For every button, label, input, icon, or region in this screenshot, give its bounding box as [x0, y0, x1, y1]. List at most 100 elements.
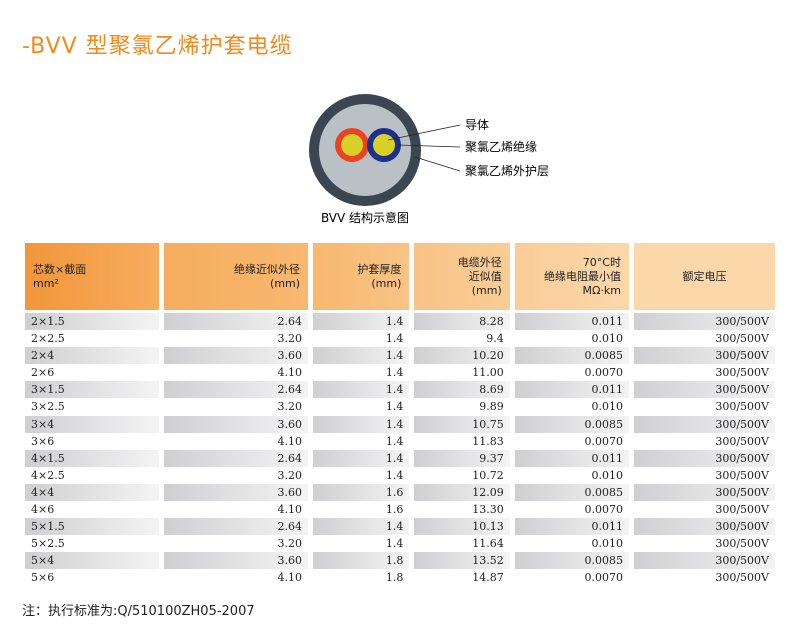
table-cell: 300/500V	[715, 468, 769, 482]
table-row: 3×1.5 2.64 1.4 8.69 0.011 300/500V	[25, 381, 775, 399]
header-text: MΩ·km	[582, 283, 621, 297]
table-cell: 0.0070	[584, 434, 623, 448]
table-cell: 0.011	[514, 313, 629, 331]
conductor	[341, 134, 363, 156]
table-cell: 11.83	[472, 434, 504, 448]
table-cell: 9.37	[414, 449, 510, 467]
table-cell: 0.010	[591, 468, 623, 482]
note: 注：执行标准为:Q/510100ZH05-2007	[22, 604, 255, 619]
table-cell: 1.4	[313, 313, 410, 331]
table-cell: 8.69	[414, 381, 510, 399]
table-row: 4×6 4.10 1.6 13.30 0.0070 300/500V	[25, 501, 775, 518]
table-cell: 3.20	[277, 468, 303, 482]
header-text: 绝缘电阻最小值	[544, 269, 621, 283]
table-cell: 10.72	[472, 468, 504, 482]
table-cell: 300/500V	[633, 449, 775, 467]
table-cell: 300/500V	[633, 483, 775, 502]
table-cell: 12.09	[414, 483, 510, 502]
header-text: (mm)	[270, 276, 301, 290]
table-cell: 4.10	[277, 434, 303, 448]
table-cell: 300/500V	[633, 381, 775, 399]
table-cell: 2.64	[164, 518, 309, 536]
table-cell: 1.4	[313, 347, 410, 365]
table-cell: 10.13	[414, 518, 510, 536]
table-cell: 300/500V	[715, 571, 769, 585]
table-cell: 3×1.5	[25, 381, 160, 399]
table-cell: 300/500V	[715, 503, 769, 517]
conductor	[373, 134, 395, 156]
table-cell: 1.4	[385, 434, 404, 448]
table-cell: 0.011	[514, 381, 629, 399]
table-cell: 3.20	[277, 400, 303, 414]
spec-table: 芯数×截面 mm² 绝缘近似外径 (mm) 护套厚度 (mm) 电缆外径 近似值 (mm) 70°…	[25, 243, 775, 587]
table-cell: 4×2.5	[31, 468, 65, 482]
header-text: 芯数×截面	[33, 262, 87, 276]
label: 聚氯乙烯绝缘	[465, 139, 537, 154]
table-row: 5×1.5 2.64 1.4 10.13 0.011 300/500V	[25, 518, 775, 536]
table-cell: 11.00	[472, 366, 504, 380]
header-cell: 护套厚度 (mm)	[313, 243, 410, 310]
table-row: 5×6 4.10 1.8 14.87 0.0070 300/500V	[25, 569, 775, 586]
header-text: 护套厚度	[357, 262, 402, 276]
table-row: 4×1.5 2.64 1.4 9.37 0.011 300/500V	[25, 449, 775, 467]
header-cell: 绝缘近似外径 (mm)	[164, 243, 309, 310]
table-cell: 8.28	[414, 313, 510, 331]
table-cell: 2×4	[25, 347, 160, 365]
table-cell: 14.87	[472, 571, 504, 585]
table-cell: 5×4	[25, 552, 160, 570]
table-cell: 4.10	[277, 571, 303, 585]
table-cell: 3.60	[164, 347, 309, 365]
table-cell: 0.011	[514, 518, 629, 536]
table-cell: 300/500V	[633, 518, 775, 536]
table-cell: 300/500V	[715, 366, 769, 380]
table-cell: 3.60	[164, 483, 309, 502]
table-cell: 3×6	[31, 434, 55, 448]
header-text: 70°C时	[582, 255, 621, 269]
table-cell: 3×4	[25, 415, 160, 433]
header-text: 额定电压	[682, 269, 727, 283]
header-text: 近似值	[468, 269, 502, 283]
table-row: 2×6 4.10 1.4 11.00 0.0070 300/500V	[25, 364, 775, 381]
table-cell: 4.10	[277, 503, 303, 517]
table-cell: 2.64	[164, 449, 309, 467]
title: -BVV 型聚氯乙烯护套电缆	[22, 34, 293, 59]
header-cell: 额定电压	[634, 243, 775, 310]
table-cell: 2×1.5	[25, 313, 160, 331]
label: 聚氯乙烯外护层	[465, 164, 549, 178]
table-cell: 0.0085	[514, 415, 629, 433]
table-row: 4×2.5 3.20 1.4 10.72 0.010 300/500V	[25, 467, 775, 484]
table-cell: 1.6	[385, 503, 404, 517]
leader-line	[414, 156, 461, 172]
table-cell: 3.20	[277, 537, 303, 551]
table-cell: 4×4	[25, 483, 160, 502]
table-cell: 4×6	[31, 503, 55, 517]
header-cell: 70°C时 绝缘电阻最小值 MΩ·km	[514, 243, 629, 310]
caption: BVV 结构示意图	[321, 210, 409, 225]
table-cell: 1.4	[313, 449, 410, 467]
table-cell: 0.010	[591, 332, 623, 346]
table-cell: 300/500V	[633, 415, 775, 433]
table-row: 5×2.5 3.20 1.4 11.64 0.010 300/500V	[25, 535, 775, 552]
header-text: (mm)	[371, 276, 402, 290]
table-cell: 3.60	[164, 552, 309, 570]
header-cell: 芯数×截面 mm²	[25, 243, 160, 310]
table-cell: 13.52	[414, 552, 510, 570]
table-cell: 4×1.5	[25, 449, 160, 467]
table-cell: 0.0070	[584, 503, 623, 517]
table-cell: 1.4	[385, 537, 404, 551]
table-row: 3×6 4.10 1.4 11.83 0.0070 300/500V	[25, 433, 775, 450]
table-cell: 300/500V	[715, 332, 769, 346]
header-text: 绝缘近似外径	[234, 262, 301, 276]
table-cell: 1.4	[313, 518, 410, 536]
header-text: 电缆外径	[457, 255, 502, 269]
table-row: 4×4 3.60 1.6 12.09 0.0085 300/500V	[25, 483, 775, 502]
table-row: 3×2.5 3.20 1.4 9.89 0.010 300/500V	[25, 398, 775, 415]
structure-diagram: 导体 聚氯乙烯绝缘 聚氯乙烯外护层 BVV 结构示意图	[309, 94, 549, 225]
header-text: (mm)	[471, 283, 502, 297]
table-cell: 300/500V	[633, 552, 775, 570]
table-cell: 1.8	[313, 552, 410, 570]
header-row: 芯数×截面 mm² 绝缘近似外径 (mm) 护套厚度 (mm) 电缆外径 近似值 (mm) 70°…	[25, 243, 775, 310]
table-cell: 1.4	[385, 332, 404, 346]
table-cell: 0.0085	[514, 347, 629, 365]
